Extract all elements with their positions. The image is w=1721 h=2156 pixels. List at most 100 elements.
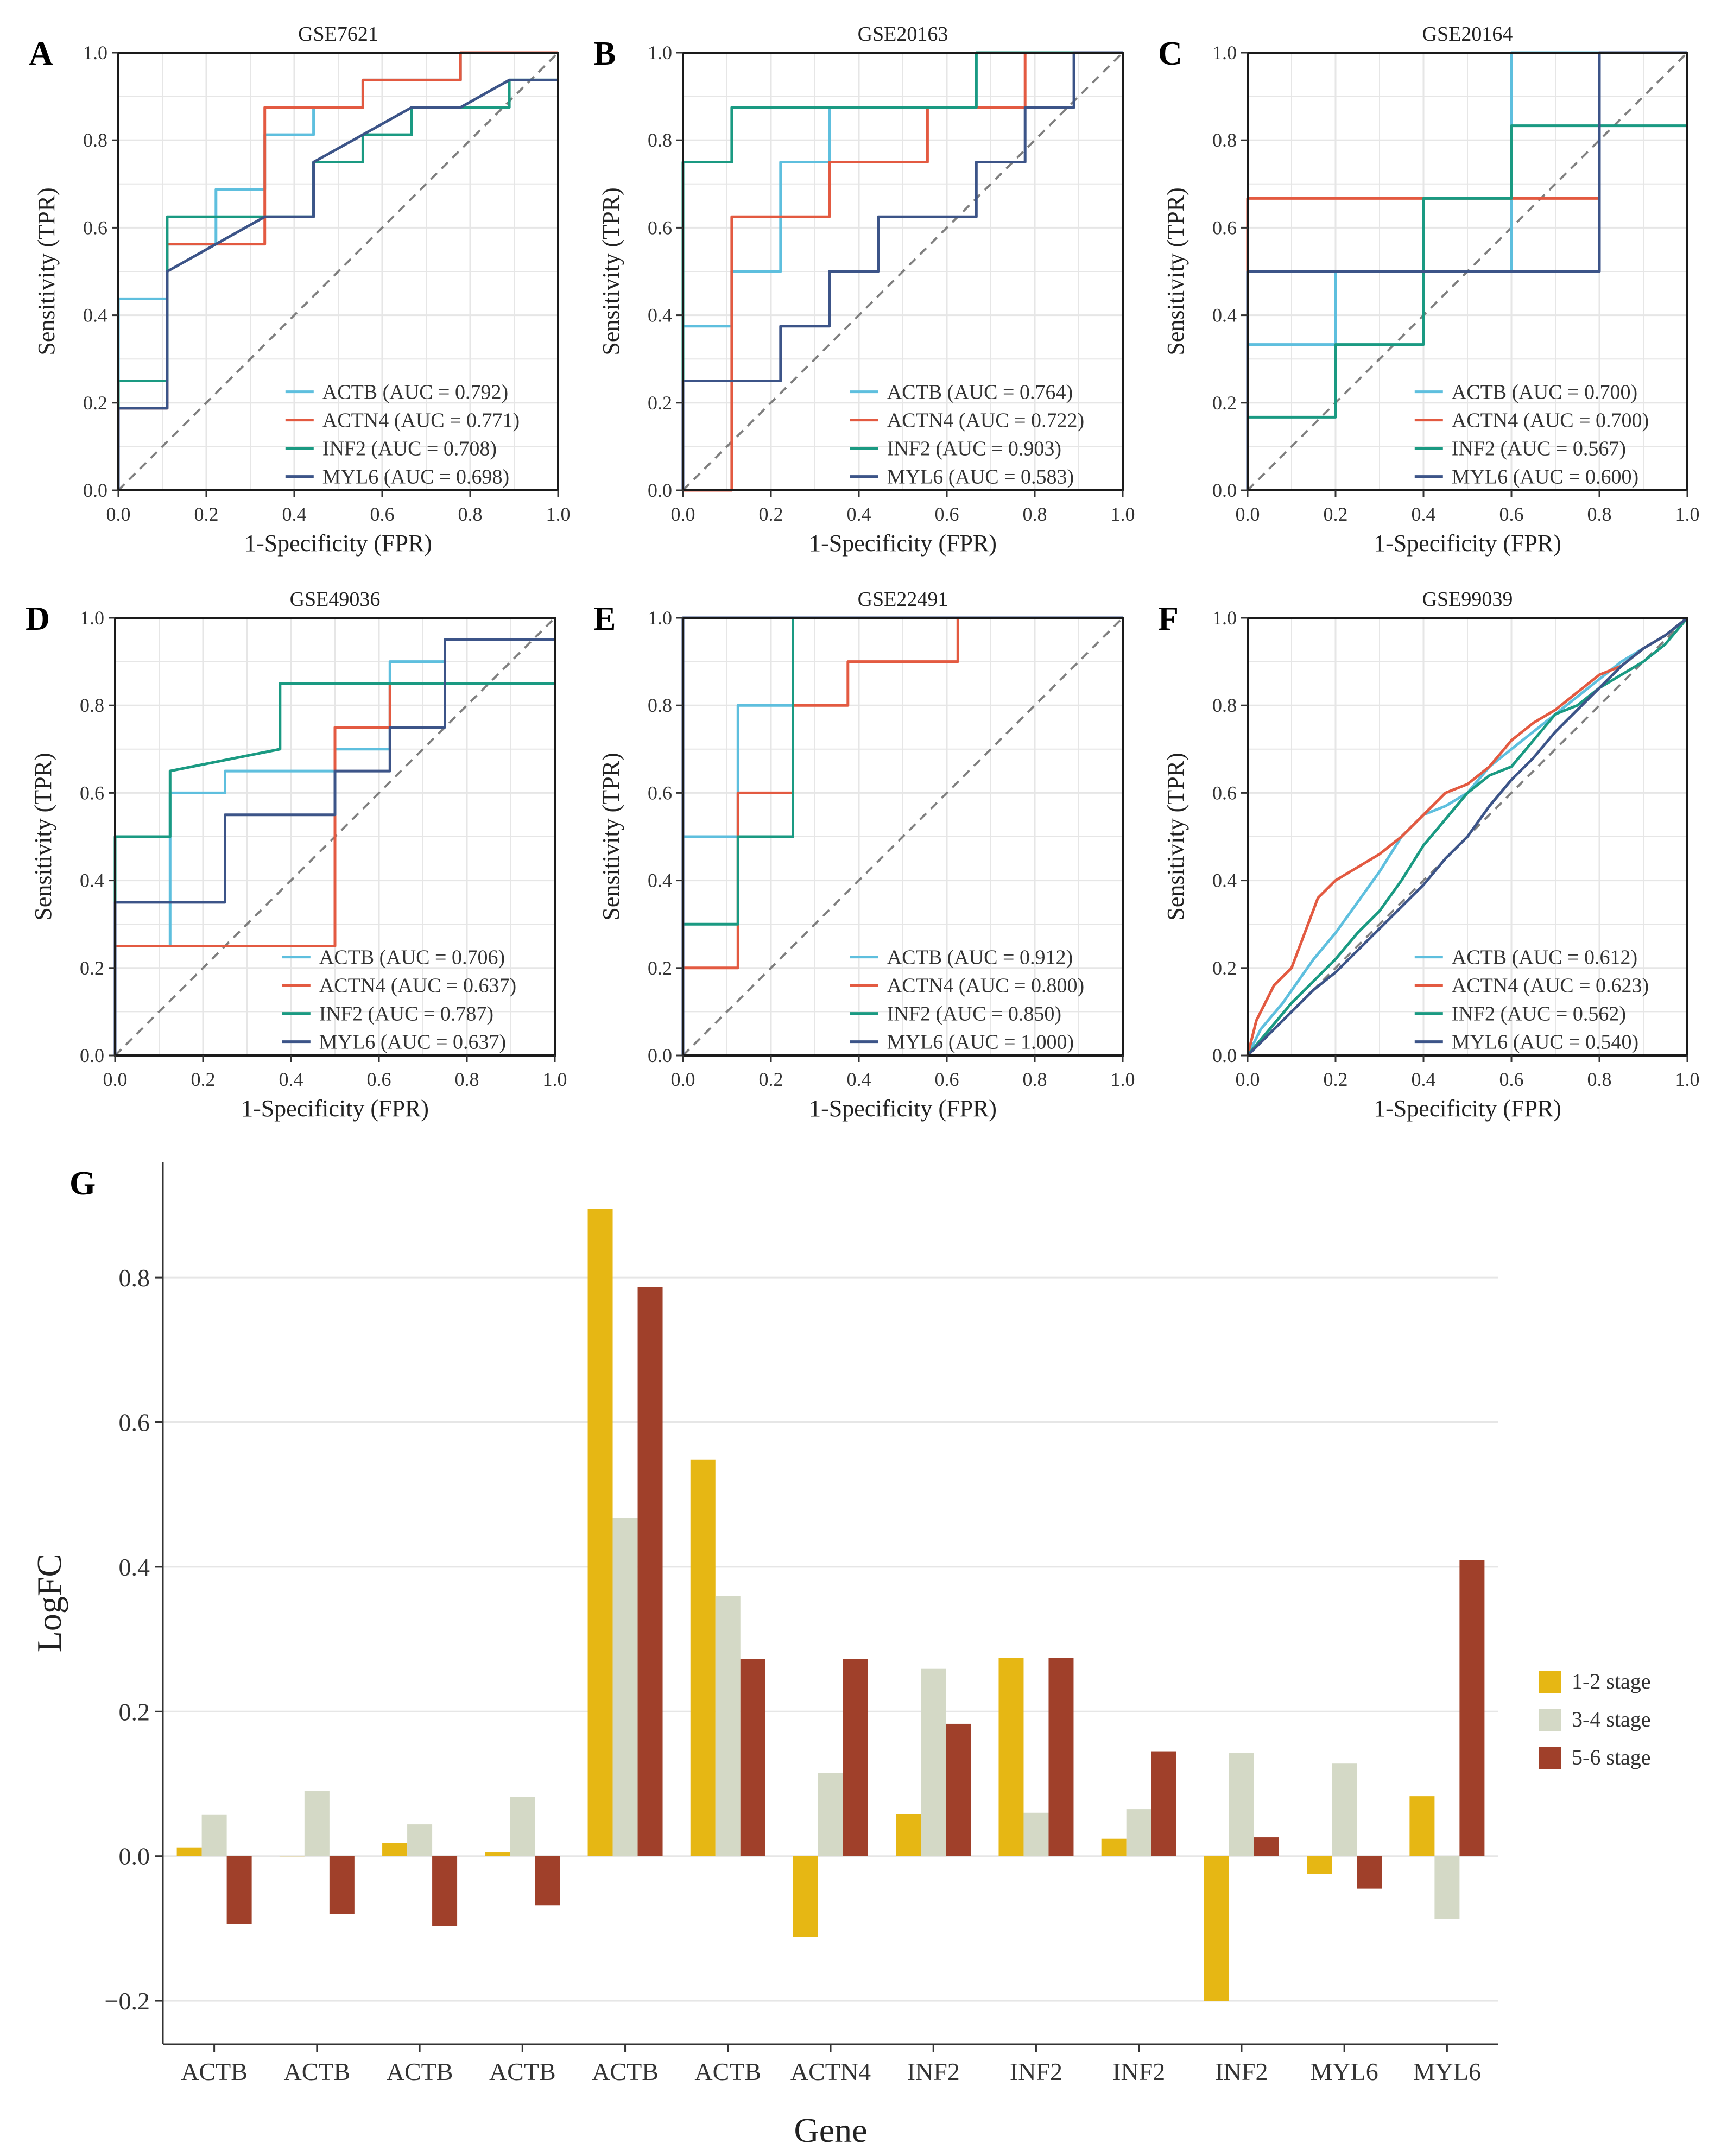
bar-stage-1-2 (1307, 1856, 1332, 1874)
panel-label: G (69, 1165, 96, 1202)
x-tick-label: 0.0 (103, 1068, 128, 1090)
y-tick-label: 0.4 (83, 305, 107, 326)
x-tick-label: ACTB (694, 2058, 761, 2085)
bar-panel: −0.2 0.0 0.2 0.4 0.6 0.8 ACTB ACTB ACTB ACTB ACTB A… (30, 1162, 1651, 2149)
legend-entry-actb: ACTB (AUC = 0.612) (1452, 946, 1637, 969)
roc-curve-myl6 (113, 638, 555, 1055)
y-tick-label: 0.0 (648, 479, 672, 501)
x-tick-label: 1.0 (1675, 503, 1700, 525)
x-tick-label: 1.0 (1111, 503, 1135, 525)
x-tick-label: 1.0 (1111, 1068, 1135, 1090)
legend-entry-myl6: MYL6 (AUC = 0.698) (322, 466, 509, 489)
x-tick-label: 0.2 (194, 503, 219, 525)
x-tick-label: 0.8 (1587, 503, 1612, 525)
y-axis-title: Sensitivity (TPR) (1162, 753, 1189, 920)
x-tick-label: ACTB (181, 2058, 248, 2085)
roc-curve-myl6 (681, 51, 1123, 490)
bar-stage-3-4 (921, 1668, 946, 1856)
y-tick-label: 1.0 (648, 607, 672, 629)
bar-stage-3-4 (612, 1518, 638, 1856)
x-tick-label: 1.0 (546, 503, 571, 525)
x-tick-label: 0.2 (1324, 1068, 1348, 1090)
bar-stage-5-6 (535, 1856, 560, 1906)
x-axis-title: 1-Specificity (FPR) (1374, 530, 1561, 557)
y-tick-label: 0.2 (1212, 392, 1237, 414)
x-tick-label: 0.0 (1236, 503, 1260, 525)
legend-key-stage-5-6 (1539, 1747, 1561, 1769)
x-axis-title: 1-Specificity (FPR) (809, 1095, 997, 1122)
x-axis-title: Gene (794, 2111, 867, 2149)
y-tick-label: 0.0 (80, 1045, 104, 1066)
plot-title: GSE20164 (1422, 23, 1513, 46)
bar-stage-1-2 (998, 1658, 1024, 1856)
plot-frame (682, 52, 1124, 491)
x-tick-label: 0.2 (759, 1068, 783, 1090)
reference-diagonal (682, 52, 1124, 491)
bar-stage-3-4 (510, 1797, 535, 1856)
x-tick-label: 0.8 (1587, 1068, 1612, 1090)
y-axis-title: Sensitivity (TPR) (598, 753, 624, 920)
legend-entry-actn4: ACTN4 (AUC = 0.771) (322, 409, 520, 432)
panel-label: D (26, 600, 50, 637)
legend-entry-inf2: INF2 (AUC = 0.850) (887, 1003, 1061, 1026)
y-tick-label: 0.4 (648, 305, 672, 326)
x-tick-label: 0.2 (1324, 503, 1348, 525)
legend-key-stage-1-2 (1539, 1671, 1561, 1693)
y-axis-title: Sensitivity (TPR) (1162, 187, 1189, 355)
panel-label: E (593, 600, 616, 637)
bar-stage-1-2 (793, 1856, 818, 1937)
x-tick-label: 0.6 (367, 1068, 391, 1090)
bar-stage-5-6 (1357, 1856, 1382, 1889)
roc-curve-myl6 (1247, 617, 1688, 1057)
bar-stage-5-6 (226, 1856, 252, 1924)
roc-panel-B: 0.0 0.2 0.4 0.6 0.8 1.0 0.0 0.2 0.4 0.6 0.8 1.0 GSE2… (593, 23, 1135, 557)
roc-panel-D: 0.0 0.2 0.4 0.6 0.8 1.0 0.0 0.2 0.4 0.6 0.8 1.0 GSE4… (26, 588, 567, 1122)
y-tick-label: 0.6 (1212, 217, 1237, 238)
roc-panel-C: 0.0 0.2 0.4 0.6 0.8 1.0 0.0 0.2 0.4 0.6 0.8 1.0 GSE2… (1158, 23, 1700, 557)
y-tick-label: 0.2 (1212, 957, 1237, 979)
y-tick-label: 0.6 (83, 217, 107, 238)
bar-stage-1-2 (279, 1856, 305, 1857)
x-tick-label: INF2 (1112, 2058, 1165, 2085)
y-axis-title: LogFC (30, 1554, 68, 1652)
panel-label: B (593, 35, 616, 72)
y-tick-label: 0.8 (119, 1264, 150, 1292)
bar-stage-5-6 (329, 1856, 355, 1914)
legend-entry-myl6: MYL6 (AUC = 0.600) (1452, 466, 1638, 489)
y-tick-label: 1.0 (648, 42, 672, 64)
y-tick-label: 0.6 (80, 782, 104, 804)
x-tick-label: 0.2 (191, 1068, 216, 1090)
bar-stage-5-6 (1254, 1837, 1279, 1856)
bar-stage-5-6 (1459, 1560, 1485, 1856)
x-tick-label: ACTB (284, 2058, 351, 2085)
y-tick-label: 0.6 (648, 782, 672, 804)
x-axis-title: 1-Specificity (FPR) (809, 530, 997, 557)
x-tick-label: ACTB (387, 2058, 453, 2085)
x-tick-label: 1.0 (543, 1068, 567, 1090)
x-tick-label: ACTN4 (790, 2058, 871, 2085)
panel-label: F (1158, 600, 1179, 637)
roc-panel-E: 0.0 0.2 0.4 0.6 0.8 1.0 0.0 0.2 0.4 0.6 0.8 1.0 GSE2… (593, 588, 1135, 1122)
y-tick-label: 0.0 (1212, 479, 1237, 501)
y-tick-label: 0.2 (119, 1698, 150, 1725)
legend-entry-inf2: INF2 (AUC = 0.903) (887, 438, 1061, 460)
x-tick-label: 0.6 (935, 503, 959, 525)
bar-stage-3-4 (1332, 1763, 1357, 1856)
legend-key-stage-3-4 (1539, 1709, 1561, 1731)
x-tick-label: INF2 (1215, 2058, 1268, 2085)
legend-entry-actb: ACTB (AUC = 0.764) (887, 381, 1073, 404)
plot-title: GSE99039 (1422, 588, 1513, 611)
x-tick-label: 0.4 (279, 1068, 303, 1090)
y-tick-label: 1.0 (1212, 42, 1237, 64)
bar-stage-1-2 (485, 1852, 510, 1856)
y-tick-label: 0.4 (648, 870, 672, 892)
x-tick-label: MYL6 (1413, 2058, 1481, 2085)
legend-entry-actn4: ACTN4 (AUC = 0.637) (319, 975, 516, 997)
roc-panels: 0.0 0.2 0.4 0.6 0.8 1.0 0.0 0.2 0.4 0.6 0.8 1.0 GSE7… (26, 23, 1700, 1122)
x-tick-label: 1.0 (1675, 1068, 1700, 1090)
y-tick-label: 0.2 (83, 392, 107, 414)
bar-stage-3-4 (1023, 1812, 1049, 1856)
y-tick-label: 1.0 (83, 42, 107, 64)
bar-stage-5-6 (843, 1659, 868, 1856)
roc-panel-A: 0.0 0.2 0.4 0.6 0.8 1.0 0.0 0.2 0.4 0.6 0.8 1.0 GSE7… (29, 23, 571, 557)
